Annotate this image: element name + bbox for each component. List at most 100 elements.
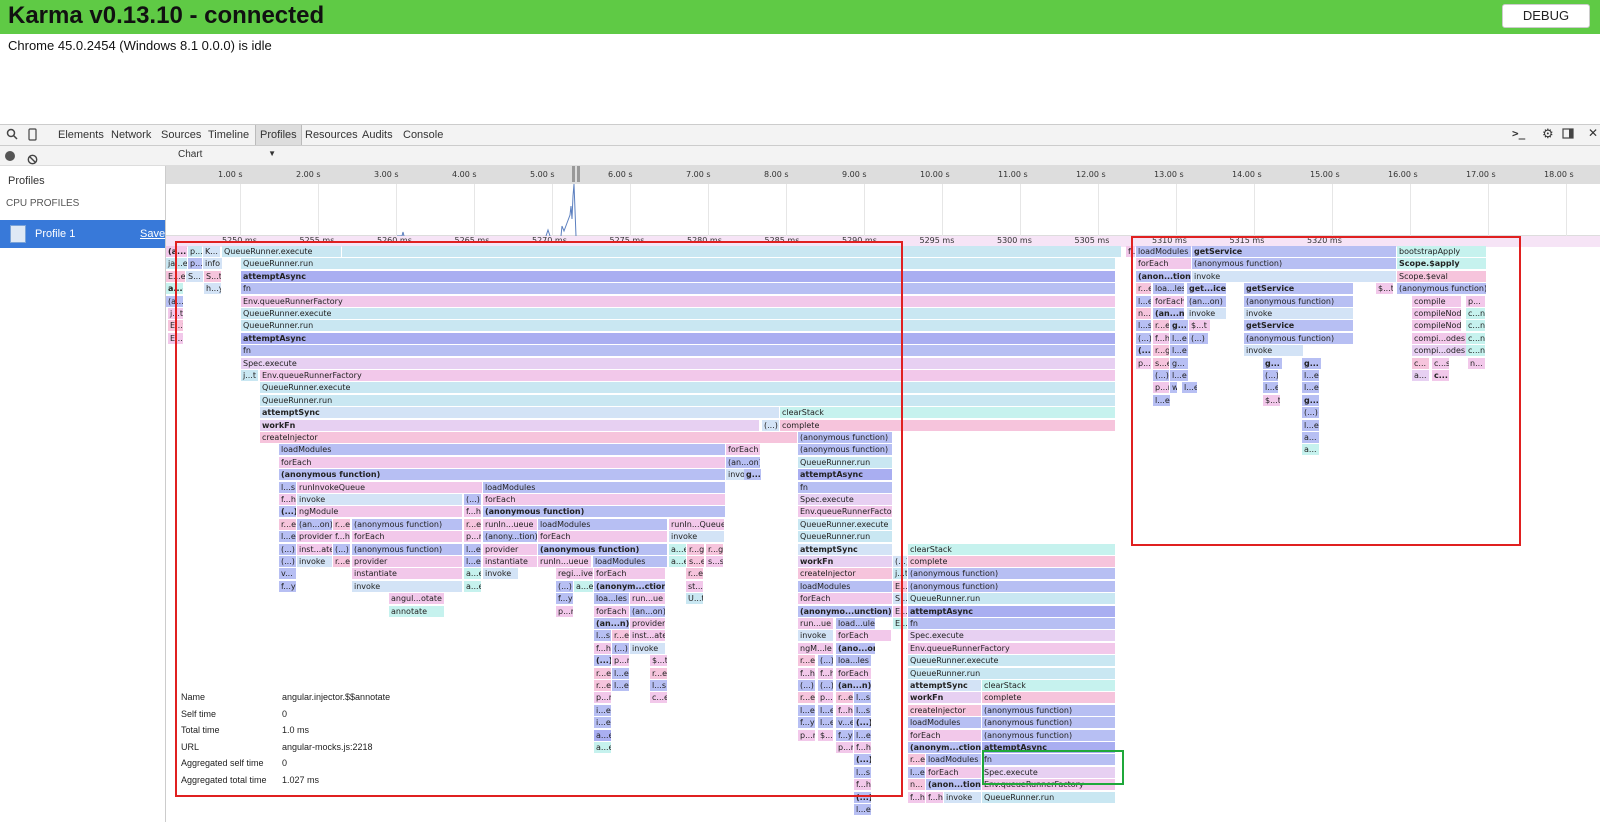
flame-call-block[interactable]: E...y xyxy=(168,332,183,344)
dock-side-icon[interactable] xyxy=(1562,128,1574,142)
profile-item[interactable]: Profile 1 Save xyxy=(0,220,165,248)
flame-call-block[interactable]: instantiate xyxy=(483,556,537,567)
flame-call-block[interactable]: QueueRunner.execute xyxy=(798,518,892,530)
flame-call-block[interactable]: (anonymous function) xyxy=(798,444,892,456)
flame-call-block[interactable]: a...e xyxy=(464,568,481,580)
flame-call-block[interactable]: st...l xyxy=(686,580,703,592)
flame-call-block[interactable]: n... xyxy=(1136,308,1151,319)
flame-call-block[interactable]: g... xyxy=(744,469,761,481)
flame-call-block[interactable]: loa...les xyxy=(594,593,629,605)
flame-call-block[interactable]: (anon...tion) xyxy=(1136,270,1191,282)
flame-call-block[interactable]: (anon...tion) xyxy=(926,779,981,791)
flame-call-block[interactable]: forEach xyxy=(483,494,725,505)
flame-call-block[interactable]: (...) xyxy=(279,506,296,518)
flame-call-block[interactable]: p...r xyxy=(556,605,573,617)
flame-call-block[interactable]: attemptAsync xyxy=(982,742,1115,753)
flame-call-block[interactable]: c...n xyxy=(1466,308,1485,319)
flame-call-block[interactable]: v... xyxy=(279,568,296,580)
flame-call-block[interactable]: forEach xyxy=(1136,258,1191,270)
flame-call-block[interactable]: loa...les xyxy=(836,655,871,667)
flame-call-block[interactable]: loadModules xyxy=(1136,246,1191,257)
flame-call-block[interactable]: (...) xyxy=(1153,370,1169,381)
flame-call-block[interactable]: (anonymous function) xyxy=(1244,332,1353,344)
flame-call-block[interactable]: compi...odes xyxy=(1412,332,1466,344)
flame-call-block[interactable]: attemptSync xyxy=(798,543,892,555)
flame-call-block[interactable]: s...s xyxy=(706,556,723,567)
flame-call-block[interactable]: Spec.execute xyxy=(798,494,892,505)
flame-call-block[interactable]: QueueRunner.run xyxy=(241,258,1115,270)
flame-call-block[interactable]: (anonymous function) xyxy=(908,580,1115,592)
flame-call-block[interactable]: f...y xyxy=(279,580,296,592)
flame-call-block[interactable]: QueueRunner.run xyxy=(260,394,1115,406)
flame-call-block[interactable]: l...e xyxy=(818,704,833,716)
flame-call-block[interactable]: fn xyxy=(798,481,892,493)
flame-call-block[interactable]: attemptAsync xyxy=(241,332,1115,344)
save-profile-link[interactable]: Save xyxy=(140,228,166,240)
flame-call-block[interactable]: forEach xyxy=(926,766,981,778)
device-mode-icon[interactable] xyxy=(28,128,37,144)
flame-call-block[interactable]: r...g xyxy=(1153,345,1169,357)
flame-call-block[interactable]: l...s xyxy=(279,481,296,493)
flame-call-block[interactable]: QueueRunner.run xyxy=(798,531,892,543)
flame-call-block[interactable]: clearStack xyxy=(908,543,1115,555)
flame-call-block[interactable]: g... xyxy=(1170,320,1188,332)
flame-call-block[interactable]: instantiate xyxy=(352,568,462,580)
flame-call-block[interactable]: r...e xyxy=(594,680,611,691)
flame-call-block[interactable]: (anonymous function) xyxy=(352,543,462,555)
flame-call-block[interactable]: (...) xyxy=(556,580,573,592)
flame-call-block[interactable]: (anonym...ction) xyxy=(908,742,981,753)
flame-call-block[interactable]: p...r xyxy=(464,531,481,543)
flame-call-block[interactable]: fn xyxy=(908,618,1115,629)
flame-call-block[interactable]: (anonymous function) xyxy=(982,729,1115,741)
tab-profiles[interactable]: Profiles xyxy=(255,125,302,145)
flame-call-block[interactable]: inst...ate xyxy=(630,630,665,642)
flame-call-block[interactable]: compile xyxy=(1412,295,1461,307)
flame-call-block[interactable]: Env.queueRunnerFactory xyxy=(241,295,1115,307)
flame-call-block[interactable]: ja...e xyxy=(166,258,187,270)
flame-call-block[interactable]: attemptAsync xyxy=(241,270,1115,282)
flame-call-block[interactable]: j...t xyxy=(241,370,258,381)
flame-call-block[interactable]: (anonymous function) xyxy=(279,469,725,481)
flame-call-block[interactable]: forEach xyxy=(538,531,667,543)
flame-call-block[interactable]: (...) xyxy=(818,680,833,691)
flame-call-block[interactable]: c...n xyxy=(1466,320,1485,332)
flame-call-block[interactable]: r...e xyxy=(612,630,629,642)
flame-call-block[interactable]: a...e xyxy=(464,580,481,592)
flame-call-block[interactable]: f...y xyxy=(798,717,815,729)
flame-call-block[interactable]: l...s xyxy=(594,630,611,642)
flame-call-block[interactable]: getService xyxy=(1244,320,1353,332)
flame-call-block[interactable]: (anony...tion) xyxy=(483,531,537,543)
flame-call-block[interactable]: workFn xyxy=(908,692,981,704)
overview-window-handle-left[interactable] xyxy=(572,166,575,182)
flame-call-block[interactable]: compileNodes xyxy=(1412,308,1461,319)
flame-call-block[interactable]: forEach xyxy=(279,456,725,468)
flame-call-block[interactable]: getService xyxy=(1192,246,1396,257)
search-icon[interactable] xyxy=(6,128,18,143)
flame-call-block[interactable]: S...t xyxy=(204,270,221,282)
flame-call-block[interactable]: angul...otate xyxy=(389,593,444,605)
flame-call-block[interactable]: invoke xyxy=(1244,345,1303,357)
flame-call-block[interactable]: p... xyxy=(1466,295,1485,307)
flame-call-block[interactable]: f...h xyxy=(333,531,350,543)
flame-call-block[interactable]: run...ue xyxy=(630,593,665,605)
flame-call-block[interactable]: (...) xyxy=(333,543,350,555)
flame-call-block[interactable]: invoke xyxy=(297,556,332,567)
flame-call-block[interactable]: n... xyxy=(908,779,925,791)
flame-call-block[interactable]: (...) xyxy=(1136,332,1151,344)
flame-call-block[interactable]: E...e xyxy=(166,270,185,282)
tab-sources[interactable]: Sources xyxy=(161,129,202,141)
flame-call-block[interactable]: attemptAsync xyxy=(908,605,1115,617)
flame-call-block[interactable]: invoke xyxy=(483,568,518,580)
flame-call-block[interactable]: attemptSync xyxy=(908,680,981,691)
flame-call-block[interactable]: clearStack xyxy=(780,407,1115,419)
flame-call-block[interactable]: i...e xyxy=(594,704,611,716)
flame-call-block[interactable]: (...) xyxy=(818,655,833,667)
flame-call-block[interactable]: r...e xyxy=(686,568,703,580)
flame-call-block[interactable]: l...s xyxy=(854,704,871,716)
flame-call-block[interactable]: a...e xyxy=(594,742,611,753)
flame-call-block[interactable]: g... xyxy=(1263,357,1282,369)
flame-call-block[interactable]: invoke xyxy=(944,791,981,803)
flame-call-block[interactable]: l...e xyxy=(1170,370,1188,381)
flame-call-block[interactable]: Env.queueRunnerFactory xyxy=(798,506,892,518)
flame-call-block[interactable]: l...e xyxy=(1302,382,1319,394)
